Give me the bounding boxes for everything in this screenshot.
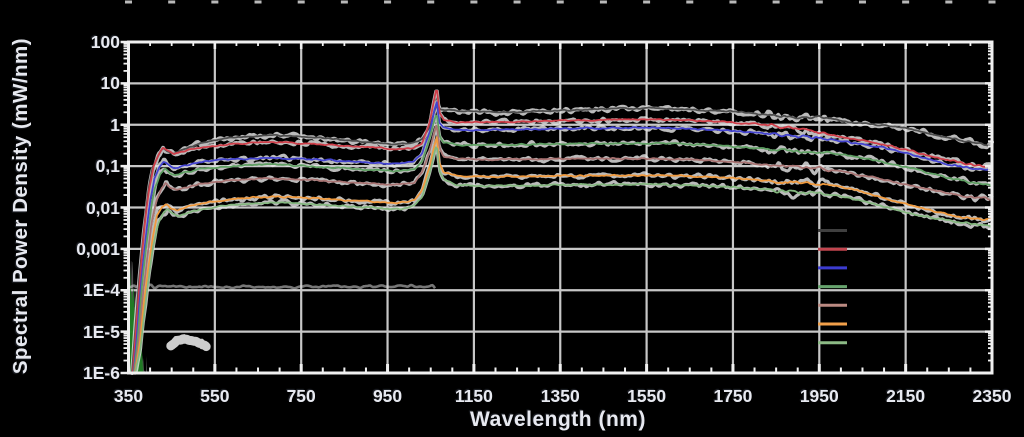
- trace-6-orange: [134, 136, 992, 374]
- axis-ticks: [120, 40, 994, 375]
- y-tick-label-0,1: 0,1: [95, 156, 120, 177]
- x-axis-title: Wavelength (nm): [470, 408, 646, 431]
- top-edge-tick-dashes: [125, 0, 996, 4]
- trace-4-green: [133, 114, 993, 373]
- y-tick-label-1: 1: [110, 114, 120, 135]
- y-tick-label-100: 100: [90, 32, 120, 52]
- y-tick-label-1E-4: 1E-4: [83, 280, 120, 301]
- x-tick-label-2350: 2350: [972, 386, 1012, 406]
- trace-5-rosybrown: [133, 124, 993, 374]
- x-tick-label-350: 350: [113, 386, 144, 406]
- x-tick-label-950: 950: [372, 386, 403, 406]
- y-tick-label-1E-5: 1E-5: [83, 321, 120, 342]
- noise-floor-blob: [166, 334, 211, 352]
- legend: [818, 229, 847, 345]
- trace-1-gray: [131, 104, 993, 374]
- spectrum-curves: [131, 89, 993, 374]
- x-tick-label-550: 550: [200, 386, 230, 406]
- x-tick-label-1550: 1550: [627, 386, 667, 406]
- x-tick-label-750: 750: [286, 386, 316, 406]
- x-tick-label-1750: 1750: [713, 386, 753, 406]
- y-tick-label-1E-6: 1E-6: [83, 363, 120, 383]
- x-tick-label-1950: 1950: [799, 386, 839, 406]
- trace-7-lightgreen: [134, 146, 993, 374]
- trace-3-blue: [132, 101, 992, 374]
- y-tick-label-0,001: 0,001: [76, 238, 120, 259]
- noise-floor-trace: [129, 283, 437, 290]
- x-tick-label-2150: 2150: [886, 386, 926, 406]
- y-tick-label-0,01: 0,01: [85, 197, 120, 218]
- trace-2-red: [131, 89, 993, 374]
- x-tick-label-1350: 1350: [540, 386, 580, 406]
- gridlines: [128, 42, 992, 373]
- y-tick-label-10: 10: [100, 73, 120, 94]
- x-tick-label-1150: 1150: [454, 386, 493, 406]
